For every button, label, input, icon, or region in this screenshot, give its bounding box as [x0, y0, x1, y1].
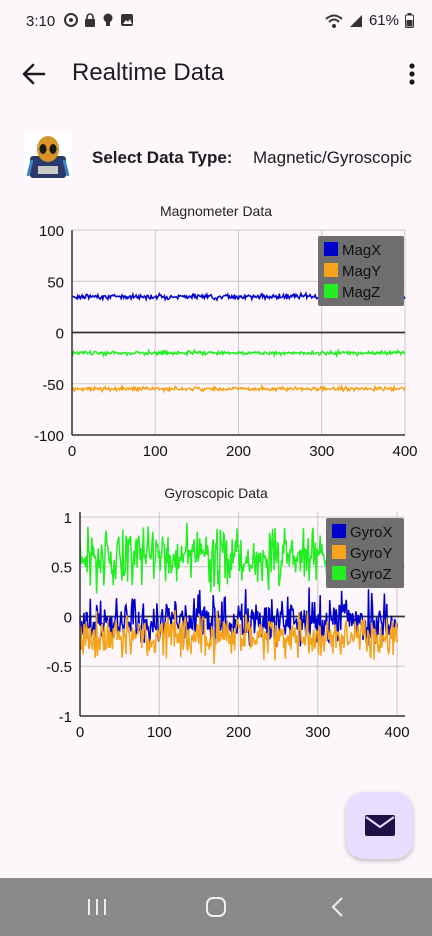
x-tick-label: 300: [309, 443, 334, 460]
x-tick-label: 0: [76, 724, 84, 741]
legend-swatch: [332, 566, 346, 580]
x-tick-label: 100: [147, 724, 172, 741]
lightbulb-icon: [103, 13, 113, 26]
app-bar: Realtime Data: [0, 44, 432, 104]
more-options-button[interactable]: [406, 58, 418, 90]
legend-label: GyroY: [350, 545, 393, 562]
status-time: 3:10: [26, 13, 56, 30]
legend-swatch: [332, 524, 346, 538]
chart-title: Magnometer Data: [159, 203, 273, 219]
home-icon[interactable]: [203, 894, 229, 920]
legend-label: MagY: [342, 263, 381, 280]
series-line-magy: [71, 383, 406, 394]
wifi-icon: [325, 14, 343, 28]
legend-swatch: [324, 242, 338, 256]
y-tick-label: 0: [56, 326, 64, 343]
circle-app-icon: [64, 13, 78, 27]
x-tick-label: 200: [226, 443, 251, 460]
legend-label: GyroX: [350, 524, 393, 541]
y-tick-label: 0: [64, 609, 72, 626]
data-type-dropdown[interactable]: Magnetic/Gyroscopic: [253, 148, 412, 167]
arrow-back-icon: [22, 63, 46, 85]
legend-label: MagZ: [342, 284, 380, 301]
data-type-selector-row: Select Data Type: Magnetic/Gyroscopic: [24, 132, 432, 182]
image-icon: [121, 14, 133, 26]
app-logo: [24, 132, 72, 180]
legend-swatch: [332, 545, 346, 559]
mail-icon: [365, 815, 395, 836]
legend-swatch: [324, 284, 338, 298]
series-line-gyrox: [79, 587, 398, 650]
battery-percent: 61%: [368, 12, 399, 29]
x-tick-label: 0: [68, 443, 76, 460]
status-bar: 3:10 61%: [0, 0, 432, 44]
y-tick-label: -50: [42, 377, 64, 394]
legend-label: MagX: [342, 242, 381, 259]
chart-title: Gyroscopic Data: [164, 485, 268, 501]
x-tick-label: 400: [385, 724, 410, 741]
y-tick-label: -100: [34, 428, 64, 445]
battery-icon: [405, 13, 414, 28]
x-tick-label: 100: [143, 443, 168, 460]
y-tick-label: 0.5: [51, 560, 72, 577]
x-tick-label: 200: [226, 724, 251, 741]
lock-icon: [85, 13, 95, 27]
back-icon[interactable]: [325, 894, 351, 920]
recent-apps-icon[interactable]: [84, 894, 110, 920]
select-data-type-label: Select Data Type:: [92, 148, 233, 167]
signal-icon: [349, 14, 362, 27]
legend-swatch: [324, 263, 338, 277]
y-tick-label: 50: [47, 274, 64, 291]
x-tick-label: 300: [305, 724, 330, 741]
y-tick-label: 100: [39, 223, 64, 240]
page-title: Realtime Data: [72, 59, 225, 86]
x-tick-label: 400: [392, 443, 417, 460]
y-tick-label: -0.5: [46, 659, 72, 676]
y-tick-label: 1: [64, 510, 72, 527]
y-tick-label: -1: [59, 709, 72, 726]
series-line-magz: [71, 347, 406, 359]
back-button[interactable]: [18, 58, 50, 90]
status-right: 61%: [325, 12, 414, 29]
magnetometer-chart: Magnometer Data 100 50 0 -50 -100 0 100 200 300 4…: [0, 200, 432, 470]
email-fab-button[interactable]: [346, 792, 413, 859]
legend-label: GyroZ: [350, 566, 392, 583]
gyroscope-chart: Gyroscopic Data 1 0.5 0 -0.5 -1 0 100 200 300 400…: [0, 482, 432, 752]
more-vert-icon: [409, 63, 415, 85]
system-nav-bar: [0, 878, 432, 936]
notification-icons: [64, 13, 134, 27]
series-line-gyroy: [79, 610, 398, 665]
chart-legend: [318, 236, 404, 306]
